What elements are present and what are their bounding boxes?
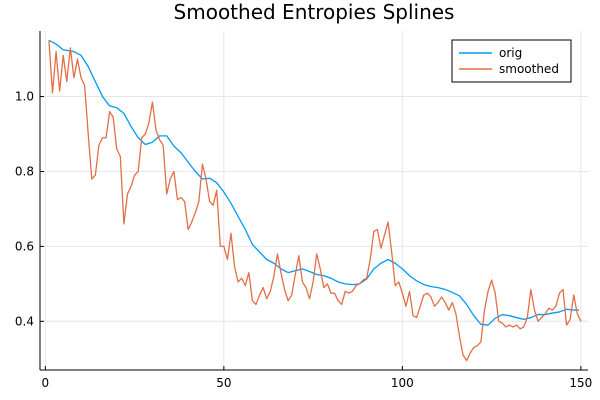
x-tick-label: 0 — [42, 376, 50, 390]
chart-title: Smoothed Entropies Splines — [174, 0, 455, 24]
legend-label-orig: orig — [499, 46, 522, 60]
series-layer — [48, 39, 582, 362]
y-tick-label: 0.6 — [15, 239, 34, 253]
y-tick-label: 0.8 — [15, 164, 34, 178]
x-tick-label: 150 — [569, 376, 592, 390]
legend-label-smoothed: smoothed — [499, 62, 559, 76]
axes: 0 50 100 150 0.4 0.6 0.8 1.0 — [15, 31, 592, 390]
series-line-orig — [48, 39, 580, 326]
x-tick-label: 100 — [391, 376, 414, 390]
series-line-smoothed — [48, 40, 582, 362]
x-tick-label: 50 — [216, 376, 231, 390]
grid — [40, 31, 588, 370]
y-tick-label: 0.4 — [15, 314, 34, 328]
legend-box — [451, 39, 572, 83]
y-tick-label: 1.0 — [15, 90, 34, 104]
legend: orig smoothed — [451, 39, 572, 83]
